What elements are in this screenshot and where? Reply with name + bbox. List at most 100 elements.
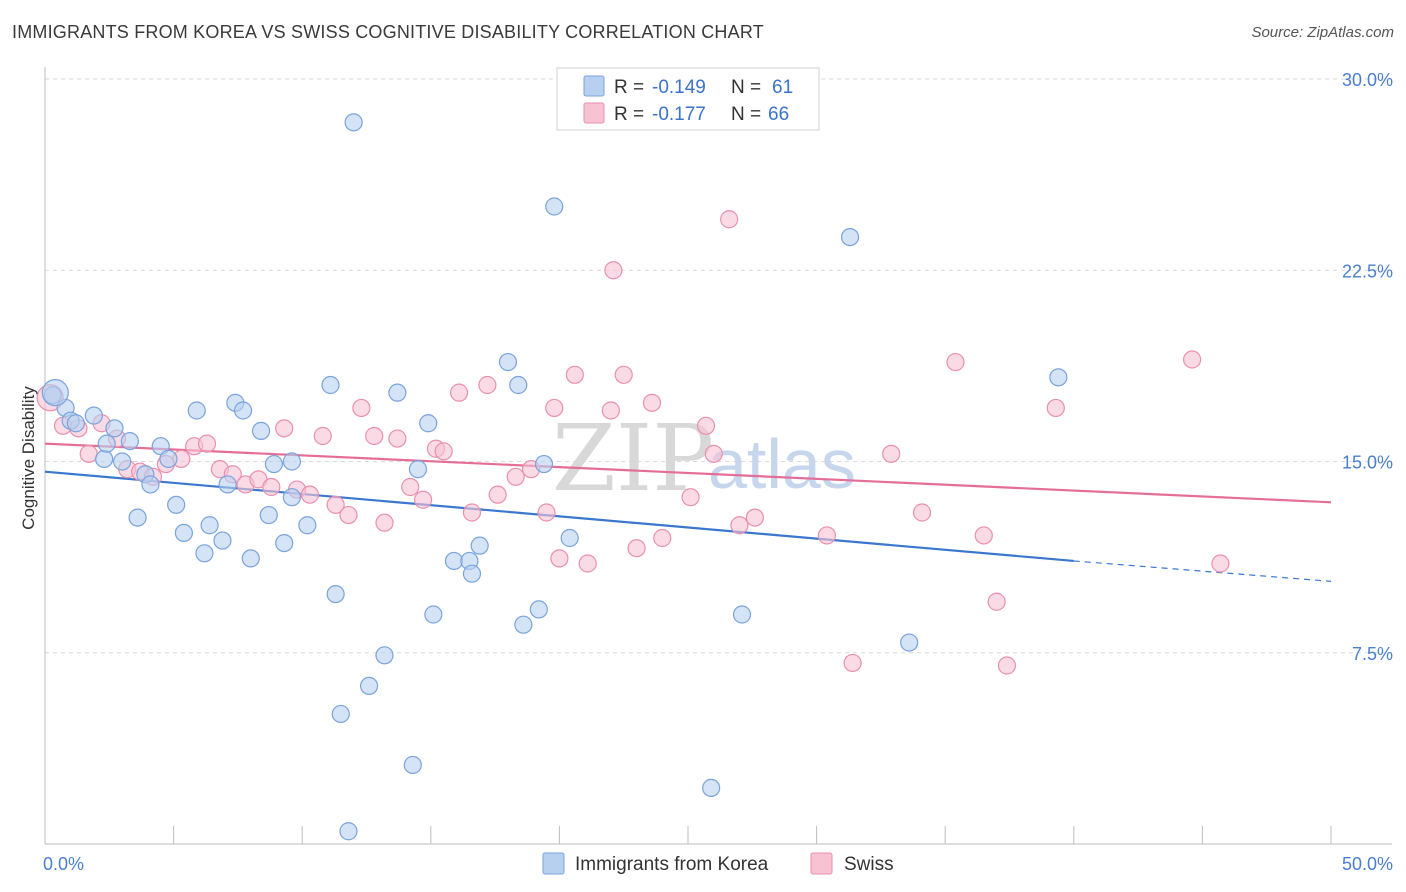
swiss-point [627, 539, 646, 558]
swiss-point [550, 549, 569, 568]
legend-swiss-n-label: N = [731, 104, 761, 125]
legend-swiss-swatch [583, 102, 605, 124]
korea-point [900, 633, 919, 652]
legend-korea-swatch [583, 75, 605, 97]
swiss-point [912, 503, 932, 522]
korea-point [408, 460, 428, 479]
swiss-point [882, 444, 901, 463]
x-tick-labels: 0.0% 50.0% [43, 854, 1393, 874]
legend-swiss-r-label: R = [614, 104, 644, 125]
swiss-point [365, 426, 384, 446]
korea-trend-extension [1073, 560, 1332, 582]
swiss-point [300, 485, 320, 504]
swiss-point [401, 477, 420, 497]
swiss-point [375, 513, 394, 532]
swiss-point [197, 434, 217, 453]
korea-point [128, 508, 147, 527]
swiss-point [987, 592, 1006, 611]
swiss-point [681, 488, 700, 507]
swiss-point [720, 210, 739, 229]
korea-point [732, 605, 752, 624]
korea-point [259, 505, 278, 525]
legend-swiss-n-value: 66 [768, 104, 789, 125]
bottom-legend-swiss-swatch [810, 852, 833, 875]
y-tick-label: 30.0% [1342, 70, 1393, 90]
swiss-point [326, 495, 345, 514]
korea-point [498, 352, 518, 372]
korea-point [141, 475, 160, 494]
korea-point [95, 449, 114, 469]
korea-point [359, 676, 379, 696]
korea-point [444, 551, 464, 571]
swiss-point [642, 393, 662, 412]
legend-korea-n-value: 61 [772, 77, 793, 98]
swiss-point [745, 508, 764, 527]
swiss-point [578, 554, 597, 573]
korea-point [403, 755, 422, 775]
swiss-point [545, 398, 564, 418]
y-tick-label: 7.5% [1352, 644, 1393, 664]
watermark-atlas: atlas [708, 425, 856, 503]
y-axis-label: Cognitive Disability [19, 386, 38, 530]
legend-korea-r-label: R = [614, 77, 644, 98]
swiss-point [462, 503, 482, 522]
korea-point [388, 383, 407, 402]
swiss-point [313, 426, 332, 446]
korea-point [344, 113, 363, 132]
korea-point [200, 516, 219, 535]
korea-point [298, 516, 317, 535]
swiss-point [339, 505, 358, 525]
korea-point [218, 475, 237, 494]
source-label: Source: ZipAtlas.com [1251, 24, 1394, 41]
x-tick-label: 50.0% [1342, 854, 1393, 874]
korea-point [233, 401, 253, 420]
korea-point [264, 454, 284, 474]
korea-point [424, 605, 443, 624]
swiss-point [653, 528, 672, 548]
legend-korea-r-value: -0.149 [652, 77, 706, 98]
korea-point [282, 488, 302, 507]
korea-point [375, 646, 394, 665]
bottom-legend-korea-swatch [542, 852, 565, 875]
swiss-point [449, 383, 469, 402]
y-tick-label: 22.5% [1342, 261, 1393, 281]
swiss-point [601, 401, 620, 420]
korea-point [113, 452, 132, 471]
korea-point [331, 704, 350, 724]
swiss-point [434, 442, 453, 461]
swiss-trend-line [44, 442, 1332, 504]
korea-point [840, 228, 860, 247]
swiss-point [275, 419, 294, 438]
swiss-point [604, 261, 623, 280]
korea-point [560, 528, 579, 548]
series-legend: Immigrants from Korea Swiss [542, 852, 894, 875]
korea-point [97, 434, 116, 453]
swiss-point [843, 653, 862, 673]
swiss-point [388, 429, 407, 448]
korea-point [241, 549, 260, 568]
korea-point [534, 454, 554, 474]
swiss-point [997, 656, 1017, 675]
swiss-point [704, 444, 723, 463]
swiss-point [79, 444, 98, 463]
korea-point [702, 778, 721, 798]
korea-point [509, 375, 528, 395]
swiss-point [946, 352, 965, 372]
data-points [36, 113, 1230, 841]
korea-point [321, 375, 340, 395]
korea-point [1049, 368, 1068, 387]
bottom-legend-swiss-label: Swiss [844, 854, 894, 875]
korea-point [41, 379, 69, 407]
swiss-point [696, 416, 716, 435]
korea-point [213, 531, 232, 550]
korea-point [339, 822, 358, 841]
korea-point [419, 414, 438, 433]
korea-point [251, 421, 271, 440]
korea-point [66, 414, 85, 433]
korea-point [187, 401, 206, 420]
swiss-point [974, 526, 993, 545]
korea-point [529, 600, 548, 619]
swiss-point [262, 477, 281, 497]
korea-point [174, 523, 193, 543]
swiss-point [1046, 398, 1065, 418]
